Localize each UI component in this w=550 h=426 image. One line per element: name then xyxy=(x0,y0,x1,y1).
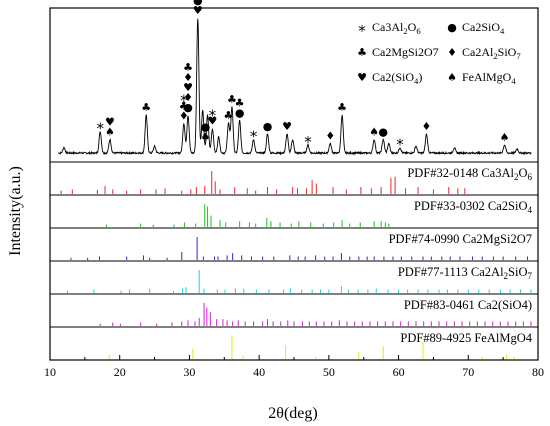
reference-panel: PDF#77-1113 Ca2Al2​SiO7​ xyxy=(66,265,533,293)
reference-panel: PDF#89-4925 FeAlMgO4 xyxy=(108,331,533,359)
peak-marker: ♠ xyxy=(369,126,379,139)
peak-marker: ♣ xyxy=(183,61,193,74)
legend-symbol: ♦ xyxy=(447,46,457,59)
peak-marker: ● xyxy=(183,101,193,114)
peak-marker: ● xyxy=(193,0,203,7)
peak-marker: ● xyxy=(201,121,211,134)
peak-marker: ♣ xyxy=(224,109,234,122)
peak-marker: * xyxy=(180,91,188,109)
xrd-pattern xyxy=(58,18,532,156)
reference-panels: PDF#32-0148 Ca3Al2​O6​ PDF#33-0302 Ca2SiO… xyxy=(60,166,533,359)
reference-panel: PDF#74-0990 Ca2MgSi2O7 xyxy=(70,232,532,260)
peak-marker: ♥ xyxy=(282,120,292,133)
x-tick-label: 40 xyxy=(253,365,265,379)
reference-label: PDF#77-1113 Ca2Al2​SiO7​ xyxy=(398,265,533,281)
legend-symbol: ♥ xyxy=(357,71,367,84)
legend-symbol: ● xyxy=(447,21,457,34)
x-tick-label: 80 xyxy=(532,365,544,379)
peak-marker: ● xyxy=(263,120,273,133)
x-tick-label: 50 xyxy=(323,365,335,379)
peak-marker: ♥ xyxy=(105,116,115,129)
peak-marker: ♦ xyxy=(183,91,193,104)
legend-label: Ca2SiO4​ xyxy=(462,20,505,36)
peak-marker: ● xyxy=(235,107,245,120)
legend-label: Ca2Al2​SiO7​ xyxy=(462,45,521,61)
peak-marker: ♦ xyxy=(183,71,193,84)
reference-panel: PDF#32-0148 Ca3Al2​O6​ xyxy=(60,166,533,194)
legend-label: Ca2(SiO4​) xyxy=(372,70,422,86)
legend-symbol: ♣ xyxy=(357,46,367,59)
legend-label: Ca2MgSi2O7 xyxy=(372,45,439,59)
peak-marker: * xyxy=(396,136,404,154)
x-tick-label: 20 xyxy=(114,365,126,379)
legend-label: FeAlMgO4​ xyxy=(462,70,516,86)
x-tick-label: 60 xyxy=(393,365,405,379)
peak-marker: ♣ xyxy=(235,97,245,110)
peak-marker: ♠ xyxy=(201,131,211,144)
peak-marker: ● xyxy=(378,125,388,138)
peak-marker: ♣ xyxy=(227,93,237,106)
pattern-line xyxy=(58,18,532,156)
reference-label: PDF#89-4925 FeAlMgO4 xyxy=(400,331,532,345)
peak-marker: * xyxy=(96,119,104,137)
x-tick-label: 70 xyxy=(462,365,474,379)
peak-marker: * xyxy=(250,128,258,146)
peak-marker: ♠ xyxy=(105,126,115,139)
peak-marker: * xyxy=(209,107,217,125)
legend-symbol: ♠ xyxy=(447,71,457,84)
peak-marker: ♥ xyxy=(207,115,217,128)
peak-marker: ♦ xyxy=(422,120,432,133)
peak-marker: * xyxy=(304,133,312,151)
reference-label: PDF#33-0302 Ca2SiO4​ xyxy=(414,199,533,215)
legend-symbol: * xyxy=(358,22,366,40)
y-axis-label: Intensity(a.u.) xyxy=(7,166,24,256)
peak-marker: ♣ xyxy=(337,101,347,114)
reference-label: PDF#32-0148 Ca3Al2​O6​ xyxy=(407,166,532,182)
peak-markers: * ♠♥♣♦♣*●♦♥♦♣♥●♠●♥* ♣♣●♣*● ♥* ♦♣♠ ●*♦♠ xyxy=(96,0,509,154)
legend-label: Ca3Al2​O6​ xyxy=(372,20,421,36)
peak-marker: ♦ xyxy=(325,130,335,143)
peak-marker: ♥ xyxy=(193,4,203,17)
x-axis-label: 2θ(deg) xyxy=(268,405,317,422)
peak-marker: ♥ xyxy=(183,81,193,94)
reference-panel: PDF#33-0302 Ca2SiO4​ xyxy=(105,199,533,227)
peak-marker: ♣ xyxy=(141,101,151,114)
peak-marker: ♦ xyxy=(179,109,189,122)
reference-label: PDF#74-0990 Ca2MgSi2O7 xyxy=(389,232,532,246)
x-axis: 10 20 30 40 50 60 70 80 xyxy=(44,355,544,379)
peak-marker: ♣ xyxy=(179,99,189,112)
reference-label: PDF#83-0461 Ca2(SiO4) xyxy=(404,298,532,312)
reference-panel: PDF#83-0461 Ca2(SiO4) xyxy=(99,298,532,326)
peak-marker: ♠ xyxy=(500,131,510,144)
legend: * Ca3Al2​O6​ ● Ca2SiO4​ ♣ Ca2MgSi2O7 ♦ Ca2Al2​S… xyxy=(357,20,521,86)
x-tick-label: 30 xyxy=(183,365,195,379)
x-tick-label: 10 xyxy=(44,365,56,379)
